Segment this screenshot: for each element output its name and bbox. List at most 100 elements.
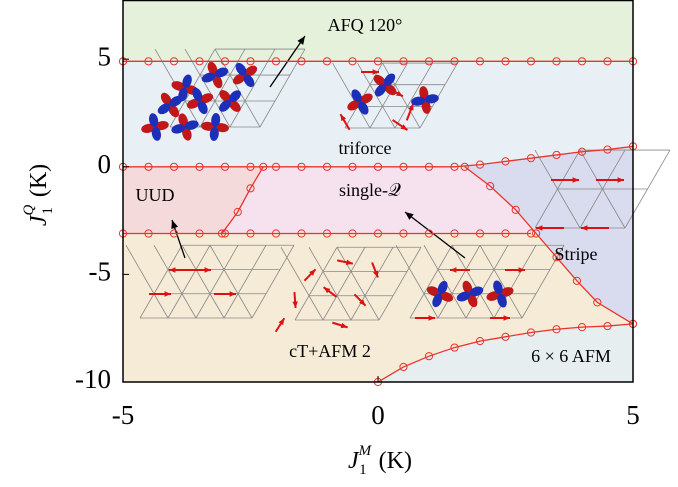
spin-arrow-head — [428, 315, 435, 321]
boundary-point — [217, 229, 227, 238]
orbital-lobe — [358, 101, 369, 115]
region-label: triforce — [339, 138, 392, 158]
boundary-point — [501, 157, 510, 166]
boundary-point — [169, 57, 179, 66]
orbital-lobe — [178, 113, 188, 128]
boundary-point — [233, 207, 242, 217]
region-uud — [123, 166, 264, 234]
orbital-lobe — [201, 121, 216, 131]
spin-arrow-head — [373, 270, 379, 278]
boundary-point — [577, 57, 587, 66]
boundary-point — [450, 343, 459, 352]
orbital-lobe — [439, 291, 454, 302]
orbital-lobe — [486, 291, 501, 301]
boundary-point — [577, 147, 587, 156]
orbital-lobe — [493, 280, 503, 295]
boundary-point — [486, 182, 495, 191]
regions — [123, 0, 633, 382]
spin-arrow-head — [503, 315, 510, 321]
orbital-lobe — [411, 96, 426, 106]
boundary-point — [593, 298, 602, 307]
boundary-point — [501, 229, 510, 238]
region-stripe — [464, 146, 633, 324]
lattice-line — [451, 245, 495, 319]
boundary-point — [322, 162, 332, 171]
orbital-lobe — [499, 287, 514, 297]
boundary-point — [271, 57, 281, 66]
boundary-point — [552, 150, 561, 160]
boundary-point — [450, 57, 459, 66]
x-label-symbol: J — [348, 448, 360, 474]
orbital-lobe — [199, 93, 214, 104]
boundary-point — [169, 229, 179, 238]
boundary-point — [424, 162, 434, 171]
boundary-point — [195, 162, 204, 171]
orbital-lobe — [462, 280, 473, 295]
orbital-lobe — [154, 120, 169, 131]
orbital-lobe — [201, 72, 216, 83]
lattice-line — [184, 48, 231, 128]
orbital-lobe — [384, 83, 397, 96]
lattice-line — [199, 48, 246, 128]
orbital-lobe — [219, 100, 231, 112]
orbital-lobe — [469, 286, 484, 297]
boundary-point — [424, 57, 434, 66]
lattice-line — [153, 245, 197, 319]
lattice-line — [336, 247, 380, 321]
region-label: single-𝒬 — [339, 180, 401, 200]
orbital-lobe — [168, 104, 180, 118]
lattice-line — [437, 245, 481, 319]
lattice-line — [229, 48, 276, 128]
boundary-point — [220, 162, 230, 171]
boundary-point — [399, 229, 408, 238]
orbital-lobe — [456, 291, 471, 302]
orbital-lobe — [229, 100, 241, 112]
region-label: cT+AFM 2 — [289, 341, 371, 361]
annotation-arrow-head — [297, 36, 305, 45]
spin-arrow-head — [229, 291, 236, 297]
spin-arrow-head — [204, 267, 211, 273]
region-afq — [123, 0, 633, 62]
boundary-point — [246, 162, 255, 171]
boundary-point — [603, 57, 612, 66]
spin-arrow-head — [345, 259, 353, 265]
boundary-point — [259, 162, 268, 171]
boundary-point — [399, 57, 408, 66]
boundary-point — [348, 162, 357, 171]
boundary-point — [424, 229, 434, 238]
boundary-point — [144, 229, 153, 238]
boundary-point — [297, 229, 306, 238]
spin-arrow-head — [169, 267, 176, 273]
orbital-lobe — [192, 87, 203, 102]
boundary-point — [577, 323, 587, 332]
orbital-lobe — [160, 92, 172, 106]
lattice-line — [369, 62, 408, 129]
spin-arrow-head — [572, 177, 579, 183]
boundary-point — [297, 57, 306, 66]
spin-arrow-head — [372, 69, 379, 75]
orbital-lobe — [184, 120, 199, 130]
boundary-line — [123, 145, 634, 168]
orbital-lobe — [157, 103, 171, 115]
orbital-lobe — [171, 81, 186, 91]
spin-arrow-head — [340, 114, 347, 122]
boundary-point — [501, 57, 510, 66]
boundary-point — [603, 321, 612, 331]
orbital-lobe — [209, 126, 219, 141]
lattice-line — [394, 62, 433, 129]
orbital-lobe — [214, 67, 229, 78]
boundary-point — [552, 253, 561, 262]
boundary-point — [246, 184, 255, 193]
orbital-lobe — [347, 100, 361, 111]
x-label-unit: (K) — [379, 448, 412, 474]
lattice-line — [479, 245, 523, 319]
spin-arrow-head — [581, 225, 588, 231]
boundary-point — [271, 162, 281, 171]
boundary-point — [501, 332, 510, 341]
orbital-lobe — [219, 90, 231, 102]
lattice-line — [214, 48, 261, 128]
boundary-point — [526, 328, 536, 337]
spin-arrow-head — [536, 225, 543, 231]
lattice-line — [167, 245, 211, 319]
